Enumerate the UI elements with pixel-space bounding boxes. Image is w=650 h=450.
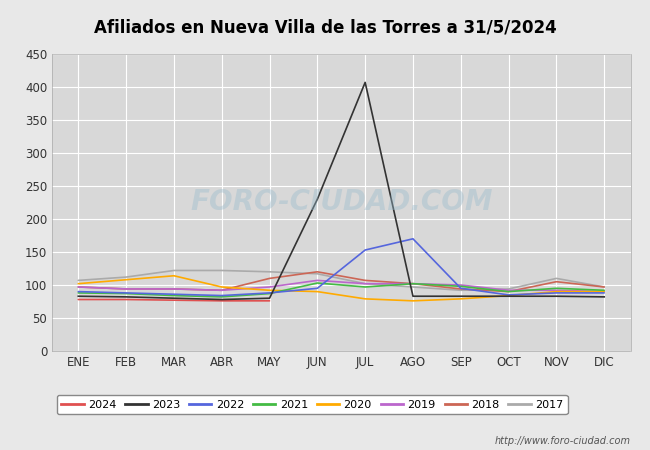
Text: Afiliados en Nueva Villa de las Torres a 31/5/2024: Afiliados en Nueva Villa de las Torres a… (94, 18, 556, 36)
Legend: 2024, 2023, 2022, 2021, 2020, 2019, 2018, 2017: 2024, 2023, 2022, 2021, 2020, 2019, 2018… (57, 395, 567, 414)
Text: FORO-CIUDAD.COM: FORO-CIUDAD.COM (190, 189, 493, 216)
Text: http://www.foro-ciudad.com: http://www.foro-ciudad.com (495, 436, 630, 446)
